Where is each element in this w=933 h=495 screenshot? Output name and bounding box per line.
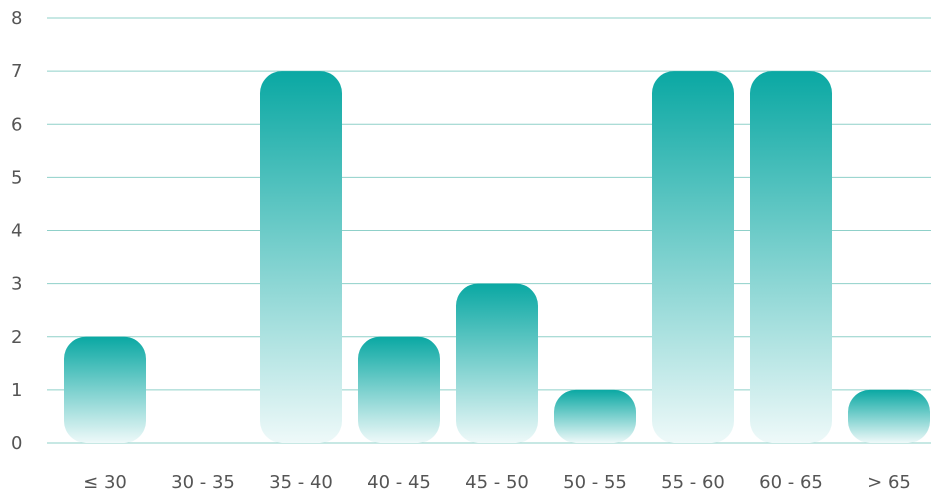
y-tick-label: 4 — [11, 221, 22, 242]
x-tick-label: 60 - 65 — [759, 472, 823, 493]
bar — [358, 336, 440, 443]
y-axis-ticks: 0 1 2 3 4 5 6 7 8 — [11, 8, 22, 454]
y-tick-label: 6 — [11, 114, 22, 135]
bars — [64, 71, 930, 443]
x-tick-label: 55 - 60 — [661, 472, 725, 493]
y-tick-label: 5 — [11, 167, 22, 188]
x-tick-label: 30 - 35 — [171, 472, 235, 493]
y-tick-label: 0 — [11, 433, 22, 454]
x-tick-label: ≤ 30 — [83, 472, 127, 493]
x-tick-label: 50 - 55 — [563, 472, 627, 493]
bar — [456, 283, 538, 443]
bar — [848, 389, 930, 443]
x-axis-labels: ≤ 30 30 - 35 35 - 40 40 - 45 45 - 50 50 - 55 5… — [83, 472, 911, 493]
gridlines — [47, 17, 931, 444]
x-tick-label: 35 - 40 — [269, 472, 333, 493]
y-tick-label: 3 — [11, 274, 22, 295]
y-tick-label: 7 — [11, 61, 22, 82]
bar — [554, 389, 636, 443]
bar — [64, 336, 146, 443]
bar — [750, 71, 832, 443]
bar — [260, 71, 342, 443]
y-tick-label: 2 — [11, 327, 22, 348]
x-tick-label: 40 - 45 — [367, 472, 431, 493]
bar — [652, 71, 734, 443]
y-tick-label: 8 — [11, 8, 22, 29]
x-tick-label: > 65 — [867, 472, 911, 493]
x-tick-label: 45 - 50 — [465, 472, 529, 493]
y-tick-label: 1 — [11, 380, 22, 401]
